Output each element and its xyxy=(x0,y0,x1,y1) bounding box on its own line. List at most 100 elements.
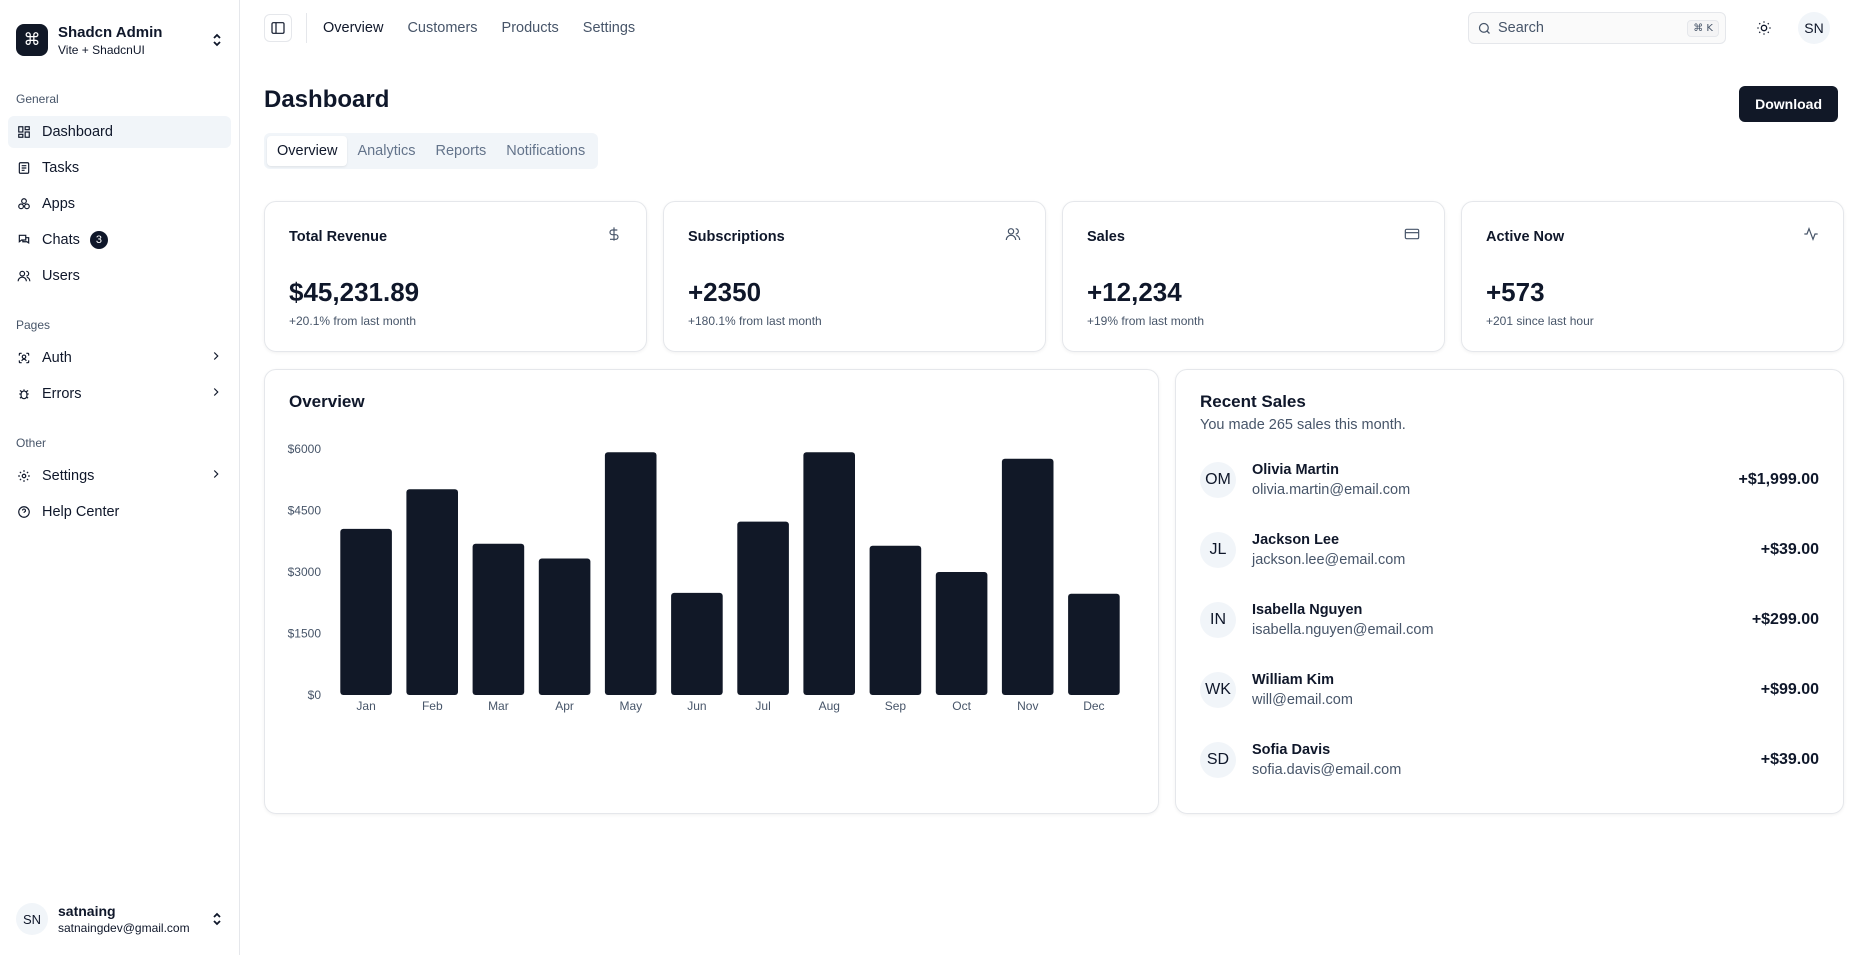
avatar: IN xyxy=(1200,602,1236,638)
overview-panel: Overview $0 $1500 $3000 $4500 $6000 Jan Feb Mar… xyxy=(264,369,1159,814)
tab-notifications[interactable]: Notifications xyxy=(506,143,586,159)
bar-dec xyxy=(1068,593,1120,695)
sun-icon xyxy=(1757,21,1771,35)
bug-icon xyxy=(16,386,32,402)
sale-email: will@email.com xyxy=(1252,692,1353,708)
top-nav-products[interactable]: Products xyxy=(501,20,559,36)
chevrons-up-down-icon xyxy=(211,911,223,927)
y-tick-label: $3000 xyxy=(288,565,322,579)
sidebar-item-users[interactable]: Users xyxy=(8,260,231,292)
y-tick-label: $0 xyxy=(308,688,322,702)
stat-value: +2350 xyxy=(688,277,762,307)
bar-apr xyxy=(538,558,591,695)
tab-overview[interactable]: Overview xyxy=(267,136,348,166)
sidebar-item-errors[interactable]: Errors xyxy=(8,378,231,410)
sidebar-item-label: Errors xyxy=(42,386,82,402)
download-button[interactable]: Download xyxy=(1739,86,1838,122)
bar-jun xyxy=(671,592,723,695)
sidebar-item-label: Settings xyxy=(42,468,95,484)
page-title: Dashboard xyxy=(264,86,390,113)
sidebar-toggle-button[interactable] xyxy=(264,14,292,42)
bar-feb xyxy=(406,489,458,695)
search-shortcut: ⌘ K xyxy=(1687,19,1719,37)
stat-card-header: Total Revenue xyxy=(289,226,622,247)
sidebar-item-auth[interactable]: Auth xyxy=(8,342,231,374)
team-subtitle: Vite + ShadcnUI xyxy=(58,42,145,57)
sidebar-item-chats[interactable]: Chats 3 xyxy=(8,224,231,256)
avatar: SD xyxy=(1200,742,1236,778)
stat-subtext: +20.1% from last month xyxy=(289,314,417,328)
overview-bar-chart: $0 $1500 $3000 $4500 $6000 Jan Feb Mar Apr May Jun… xyxy=(288,442,1120,713)
avatar: OM xyxy=(1200,462,1236,498)
bar-jul xyxy=(737,521,789,695)
sidebar-item-label: Chats xyxy=(42,232,80,248)
chats-badge: 3 xyxy=(89,231,108,249)
stat-card-sales: Sales +12,234 +19% from last month xyxy=(1062,201,1445,352)
stat-card-total-revenue: Total Revenue $45,231.89 +20.1% from las… xyxy=(264,201,647,352)
x-tick-label: Feb xyxy=(422,699,443,713)
top-nav-overview[interactable]: Overview xyxy=(323,20,384,36)
users-icon xyxy=(16,268,32,284)
profile-avatar-button[interactable]: SN xyxy=(1798,12,1830,44)
sale-amount: +$39.00 xyxy=(1760,751,1819,768)
user-menu[interactable]: SN satnaing satnaingdev@gmail.com xyxy=(8,893,231,945)
stat-subtext: +180.1% from last month xyxy=(688,314,822,328)
stat-title: Active Now xyxy=(1486,228,1565,245)
stat-card-subscriptions: Subscriptions +2350 +180.1% from last mo… xyxy=(663,201,1046,352)
layout-dashboard-icon xyxy=(16,124,32,140)
user-email: satnaingdev@gmail.com xyxy=(58,921,190,935)
bar-nov xyxy=(1001,458,1054,695)
tab-reports[interactable]: Reports xyxy=(435,143,487,159)
stat-title: Subscriptions xyxy=(688,228,785,245)
x-tick-label: May xyxy=(619,699,642,713)
overview-title: Overview xyxy=(289,392,365,411)
stat-card-header: Subscriptions xyxy=(688,226,1021,247)
bar-jan xyxy=(340,528,392,695)
sale-row: WK William Kim will@email.com +$99.00 xyxy=(1200,668,1819,712)
sidebar-item-help-center[interactable]: Help Center xyxy=(8,496,231,528)
packages-icon xyxy=(16,196,32,212)
sale-email: sofia.davis@email.com xyxy=(1252,762,1402,778)
group-label-general: General xyxy=(16,92,59,106)
sidebar-item-apps[interactable]: Apps xyxy=(8,188,231,220)
team-switcher[interactable]: ⌘ Shadcn Admin Vite + ShadcnUI xyxy=(8,12,231,68)
avatar: JL xyxy=(1200,532,1236,568)
chevron-right-icon xyxy=(209,467,223,485)
panel-left-icon xyxy=(271,22,285,34)
user-text: satnaing satnaingdev@gmail.com xyxy=(58,903,201,935)
sidebar-item-label: Auth xyxy=(42,350,72,366)
tab-analytics[interactable]: Analytics xyxy=(357,143,416,159)
help-circle-icon xyxy=(16,504,32,520)
sale-amount: +$99.00 xyxy=(1760,681,1819,698)
sidebar-item-tasks[interactable]: Tasks xyxy=(8,152,231,184)
avatar: SN xyxy=(16,903,48,935)
sidebar-item-dashboard[interactable]: Dashboard xyxy=(8,116,231,148)
x-tick-label: Oct xyxy=(952,699,971,713)
theme-toggle-button[interactable] xyxy=(1748,12,1780,44)
search-input[interactable]: Search ⌘ K xyxy=(1468,12,1726,44)
x-tick-label: Nov xyxy=(1017,699,1038,713)
sale-text: William Kim will@email.com xyxy=(1252,672,1761,708)
dollar-icon xyxy=(606,226,622,247)
sidebar-item-label: Apps xyxy=(42,196,76,212)
y-tick-label: $1500 xyxy=(288,627,322,641)
stat-value: +573 xyxy=(1486,277,1545,307)
x-tick-label: Jul xyxy=(755,699,770,713)
top-nav-settings[interactable]: Settings xyxy=(582,20,636,36)
sale-text: Olivia Martin olivia.martin@email.com xyxy=(1252,462,1738,498)
search-icon xyxy=(1478,22,1490,34)
sale-row: IN Isabella Nguyen isabella.nguyen@email… xyxy=(1200,598,1819,642)
sidebar-item-label: Users xyxy=(42,268,80,284)
top-nav-customers[interactable]: Customers xyxy=(407,20,478,36)
user-name: satnaing xyxy=(58,903,116,919)
sale-amount: +$1,999.00 xyxy=(1738,471,1819,488)
stat-value: +12,234 xyxy=(1087,277,1182,307)
sidebar-item-settings[interactable]: Settings xyxy=(8,460,231,492)
bar-may xyxy=(604,452,657,695)
sidebar-spacer xyxy=(0,530,239,893)
sale-name: William Kim xyxy=(1252,672,1335,688)
sale-text: Sofia Davis sofia.davis@email.com xyxy=(1252,742,1761,778)
user-scan-icon xyxy=(16,350,32,366)
bar-sep xyxy=(869,545,922,695)
sale-email: olivia.martin@email.com xyxy=(1252,482,1411,498)
